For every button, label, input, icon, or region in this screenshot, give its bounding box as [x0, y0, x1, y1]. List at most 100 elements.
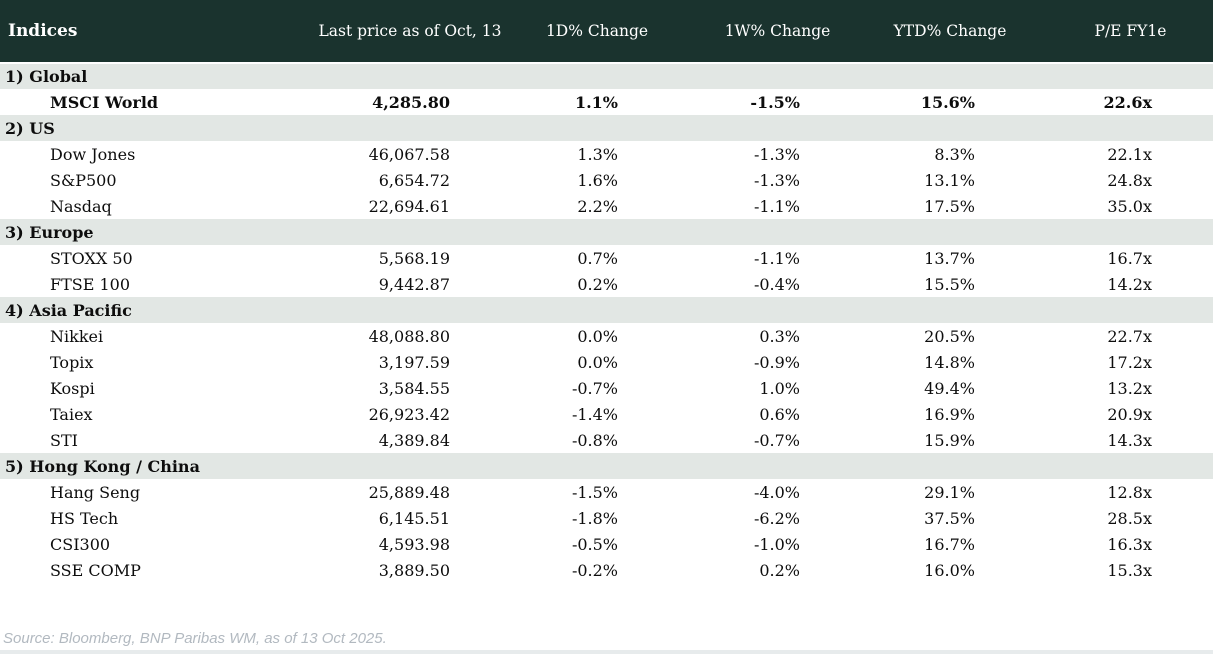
index-name-cell: Taiex: [50, 404, 93, 424]
index-row: HS Tech 6,145.51 -1.8% -6.2% 37.5% 28.5x: [0, 505, 1213, 531]
change-ytd-cell: 15.6%: [920, 92, 975, 112]
change-1d-cell: -0.7%: [571, 378, 618, 398]
change-ytd-cell: 16.0%: [924, 560, 975, 580]
table-body: 1) Global MSCI World 4,285.80 1.1% -1.5% 15.6…: [0, 63, 1213, 583]
change-1w-cell: -0.9%: [753, 352, 800, 372]
index-row: MSCI World 4,285.80 1.1% -1.5% 15.6% 22.6x: [0, 89, 1213, 115]
pe-fy1e-cell: 14.2x: [1107, 274, 1152, 294]
index-row: Nikkei 48,088.80 0.0% 0.3% 20.5% 22.7x: [0, 323, 1213, 349]
index-name-cell: Hang Seng: [50, 482, 141, 502]
index-name-cell: FTSE 100: [50, 274, 131, 294]
index-name-cell: S&P500: [50, 170, 117, 190]
section-label: 5) Hong Kong / China: [5, 456, 200, 476]
index-row: Kospi 3,584.55 -0.7% 1.0% 49.4% 13.2x: [0, 375, 1213, 401]
pe-fy1e-cell: 22.7x: [1107, 326, 1152, 346]
index-name-cell: STI: [50, 430, 78, 450]
source-note: Source: Bloomberg, BNP Paribas WM, as of…: [3, 630, 387, 647]
pe-fy1e-cell: 14.3x: [1107, 430, 1152, 450]
pe-fy1e-cell: 16.7x: [1107, 248, 1152, 268]
index-name-cell: Topix: [50, 352, 94, 372]
last-price-cell: 26,923.42: [368, 404, 450, 424]
column-header-1d-change: 1D% Change: [535, 0, 659, 64]
index-row: Dow Jones 46,067.58 1.3% -1.3% 8.3% 22.1x: [0, 141, 1213, 167]
change-1d-cell: 1.3%: [577, 144, 618, 164]
pe-fy1e-cell: 16.3x: [1107, 534, 1152, 554]
change-1d-cell: 0.0%: [577, 326, 618, 346]
change-ytd-cell: 16.9%: [924, 404, 975, 424]
index-name-cell: Kospi: [50, 378, 95, 398]
index-row: Taiex 26,923.42 -1.4% 0.6% 16.9% 20.9x: [0, 401, 1213, 427]
pe-fy1e-cell: 20.9x: [1107, 404, 1152, 424]
change-1w-cell: -1.1%: [753, 248, 800, 268]
change-1w-cell: 1.0%: [759, 378, 800, 398]
index-row: Hang Seng 25,889.48 -1.5% -4.0% 29.1% 12.8x: [0, 479, 1213, 505]
change-ytd-cell: 20.5%: [924, 326, 975, 346]
change-1w-cell: -4.0%: [753, 482, 800, 502]
last-price-cell: 48,088.80: [368, 326, 450, 346]
change-1w-cell: 0.2%: [759, 560, 800, 580]
last-price-cell: 22,694.61: [368, 196, 450, 216]
column-header-ytd-change: YTD% Change: [880, 0, 1020, 64]
last-price-cell: 9,442.87: [378, 274, 450, 294]
change-1w-cell: -0.4%: [753, 274, 800, 294]
index-name-cell: HS Tech: [50, 508, 119, 528]
table-title: Indices: [0, 0, 285, 64]
table-header-row: Indices Last price as of Oct, 13 1D% Cha…: [0, 0, 1213, 64]
change-ytd-cell: 13.1%: [924, 170, 975, 190]
change-1w-cell: -1.3%: [753, 144, 800, 164]
last-price-cell: 25,889.48: [368, 482, 450, 502]
indices-table: Indices Last price as of Oct, 13 1D% Cha…: [0, 0, 1213, 583]
index-name-cell: Dow Jones: [50, 144, 136, 164]
change-ytd-cell: 14.8%: [924, 352, 975, 372]
index-row: CSI300 4,593.98 -0.5% -1.0% 16.7% 16.3x: [0, 531, 1213, 557]
index-name-cell: Nasdaq: [50, 196, 112, 216]
index-name-cell: SSE COMP: [50, 560, 141, 580]
change-1d-cell: -0.8%: [571, 430, 618, 450]
index-row: STI 4,389.84 -0.8% -0.7% 15.9% 14.3x: [0, 427, 1213, 453]
column-header-1w-change: 1W% Change: [659, 0, 880, 64]
pe-fy1e-cell: 17.2x: [1107, 352, 1152, 372]
last-price-cell: 6,145.51: [378, 508, 450, 528]
change-1d-cell: 0.0%: [577, 352, 618, 372]
section-header-row: 1) Global: [0, 63, 1213, 89]
change-1d-cell: 2.2%: [577, 196, 618, 216]
section-header-row: 5) Hong Kong / China: [0, 453, 1213, 479]
change-1w-cell: 0.6%: [759, 404, 800, 424]
section-header-row: 3) Europe: [0, 219, 1213, 245]
last-price-cell: 3,584.55: [378, 378, 450, 398]
last-price-cell: 46,067.58: [368, 144, 450, 164]
change-1d-cell: 1.6%: [577, 170, 618, 190]
column-header-last-price: Last price as of Oct, 13: [285, 0, 535, 64]
last-price-cell: 4,285.80: [372, 92, 450, 112]
change-1d-cell: 1.1%: [574, 92, 618, 112]
change-ytd-cell: 17.5%: [924, 196, 975, 216]
pe-fy1e-cell: 35.0x: [1107, 196, 1152, 216]
pe-fy1e-cell: 12.8x: [1107, 482, 1152, 502]
index-name-cell: MSCI World: [50, 92, 159, 112]
pe-fy1e-cell: 15.3x: [1107, 560, 1152, 580]
index-name-cell: Nikkei: [50, 326, 104, 346]
change-ytd-cell: 13.7%: [924, 248, 975, 268]
index-row: FTSE 100 9,442.87 0.2% -0.4% 15.5% 14.2x: [0, 271, 1213, 297]
section-label: 4) Asia Pacific: [5, 300, 132, 320]
change-ytd-cell: 16.7%: [924, 534, 975, 554]
change-ytd-cell: 37.5%: [924, 508, 975, 528]
last-price-cell: 4,593.98: [378, 534, 450, 554]
section-label: 3) Europe: [5, 222, 94, 242]
index-row: STOXX 50 5,568.19 0.7% -1.1% 13.7% 16.7x: [0, 245, 1213, 271]
change-ytd-cell: 15.9%: [924, 430, 975, 450]
section-header-row: 4) Asia Pacific: [0, 297, 1213, 323]
last-price-cell: 3,197.59: [378, 352, 450, 372]
change-1d-cell: 0.2%: [577, 274, 618, 294]
change-ytd-cell: 29.1%: [924, 482, 975, 502]
change-1d-cell: -1.5%: [571, 482, 618, 502]
last-price-cell: 6,654.72: [378, 170, 450, 190]
section-label: 1) Global: [5, 67, 88, 86]
pe-fy1e-cell: 22.6x: [1103, 92, 1152, 112]
last-price-cell: 4,389.84: [378, 430, 450, 450]
change-1d-cell: 0.7%: [577, 248, 618, 268]
pe-fy1e-cell: 13.2x: [1107, 378, 1152, 398]
change-ytd-cell: 49.4%: [924, 378, 975, 398]
change-1w-cell: -0.7%: [753, 430, 800, 450]
